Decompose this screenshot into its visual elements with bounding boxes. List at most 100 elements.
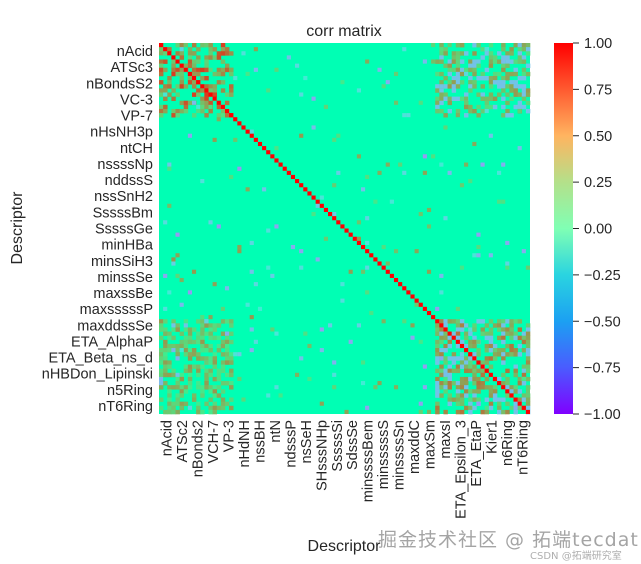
heatmap-cell: [472, 343, 477, 349]
heatmap-cell: [497, 92, 502, 97]
x-tick-label: minssssSn: [392, 420, 408, 490]
heatmap-cell: [435, 343, 440, 349]
heatmap-cell: [431, 154, 436, 159]
heatmap-cell: [183, 389, 189, 394]
heatmap-cell: [459, 265, 465, 270]
heatmap-cell: [377, 170, 382, 175]
heatmap-diagonal-cell: [266, 150, 271, 155]
heatmap-cell: [468, 397, 473, 402]
heatmap-cell: [501, 162, 506, 167]
heatmap-cell: [274, 224, 279, 229]
heatmap-diagonal-cell: [360, 244, 366, 250]
heatmap-cell: [171, 348, 176, 353]
heatmap-cell: [216, 368, 222, 374]
y-axis-label: Descriptor: [9, 191, 26, 265]
heatmap-cell: [455, 368, 461, 374]
heatmap-diagonal-cell: [447, 331, 452, 336]
heatmap-cell: [163, 306, 168, 311]
heatmap-cell: [204, 385, 209, 390]
heatmap-cell: [212, 47, 218, 52]
heatmap-cell: [183, 327, 189, 332]
heatmap-cell: [175, 92, 180, 97]
x-tick-label: maxSm: [423, 420, 439, 469]
heatmap-cell: [175, 51, 180, 56]
heatmap-cell: [509, 335, 514, 341]
heatmap-cell: [468, 80, 473, 85]
heatmap-diagonal-cell: [521, 405, 526, 410]
heatmap-cell: [480, 327, 485, 332]
heatmap-cell: [175, 385, 180, 390]
heatmap-cell: [513, 352, 518, 357]
heatmap-cell: [443, 368, 448, 374]
heatmap-cell: [472, 253, 477, 258]
heatmap-cell: [200, 43, 205, 48]
heatmap-cell: [159, 372, 164, 378]
heatmap-cell: [224, 51, 230, 56]
heatmap-cell: [208, 389, 213, 394]
heatmap-cell: [163, 220, 168, 225]
heatmap-cell: [525, 397, 531, 402]
heatmap-cell: [422, 59, 427, 64]
heatmap-cell: [229, 174, 234, 180]
heatmap-cell: [455, 63, 461, 69]
heatmap-cell: [476, 253, 481, 258]
heatmap-cell: [224, 331, 230, 336]
heatmap-diagonal-cell: [224, 108, 230, 114]
heatmap-diagonal-cell: [513, 397, 518, 402]
heatmap-diagonal-cell: [464, 348, 469, 353]
heatmap-cell: [224, 360, 230, 365]
heatmap-cell: [492, 385, 498, 390]
heatmap-cell: [484, 100, 490, 106]
heatmap-cell: [216, 104, 222, 110]
heatmap-cell: [431, 59, 436, 64]
heatmap-cell: [167, 393, 172, 398]
heatmap-cell: [521, 376, 526, 382]
heatmap-cell: [443, 389, 448, 394]
heatmap-cell: [525, 364, 531, 369]
heatmap-cell: [183, 335, 189, 341]
heatmap-cell: [488, 96, 494, 102]
heatmap-diagonal-cell: [303, 187, 308, 192]
heatmap-cell: [439, 100, 444, 106]
heatmap-diagonal-cell: [208, 92, 213, 97]
heatmap-cell: [513, 84, 518, 89]
heatmap-cell: [163, 368, 168, 374]
heatmap-cell: [179, 405, 184, 410]
heatmap-cell: [191, 393, 197, 398]
heatmap-cell: [447, 108, 452, 114]
heatmap-cell: [200, 335, 205, 341]
heatmap-cell: [443, 84, 448, 89]
heatmap-cell: [216, 343, 222, 349]
heatmap-cell: [501, 43, 506, 48]
heatmap-cell: [179, 47, 184, 52]
heatmap-cell: [159, 348, 164, 353]
heatmap-cell: [451, 75, 457, 81]
heatmap-cell: [455, 51, 461, 56]
heatmap-cell: [179, 348, 184, 353]
heatmap-cell: [513, 92, 518, 97]
heatmap-cell: [505, 240, 510, 245]
heatmap-cell: [208, 84, 213, 89]
heatmap-diagonal-cell: [455, 339, 460, 344]
heatmap-diagonal-cell: [352, 236, 357, 241]
heatmap-cell: [468, 368, 473, 374]
heatmap-cell: [360, 187, 366, 192]
heatmap-cell: [525, 92, 531, 97]
heatmap-cell: [492, 352, 498, 357]
heatmap-cell: [336, 170, 341, 175]
heatmap-cell: [517, 43, 523, 48]
heatmap-cell: [472, 43, 477, 48]
heatmap-cell: [509, 385, 514, 390]
heatmap-cell: [497, 71, 502, 77]
heatmap-cell: [191, 397, 197, 402]
heatmap-cell: [476, 319, 481, 324]
heatmap-cell: [439, 43, 444, 48]
heatmap-cell: [451, 80, 457, 85]
heatmap-cell: [183, 323, 188, 328]
heatmap-cell: [191, 269, 197, 274]
heatmap-cell: [224, 352, 230, 357]
heatmap-cell: [525, 335, 531, 341]
heatmap-cell: [196, 356, 201, 361]
heatmap-cell: [171, 385, 176, 390]
heatmap-cell: [464, 343, 469, 349]
